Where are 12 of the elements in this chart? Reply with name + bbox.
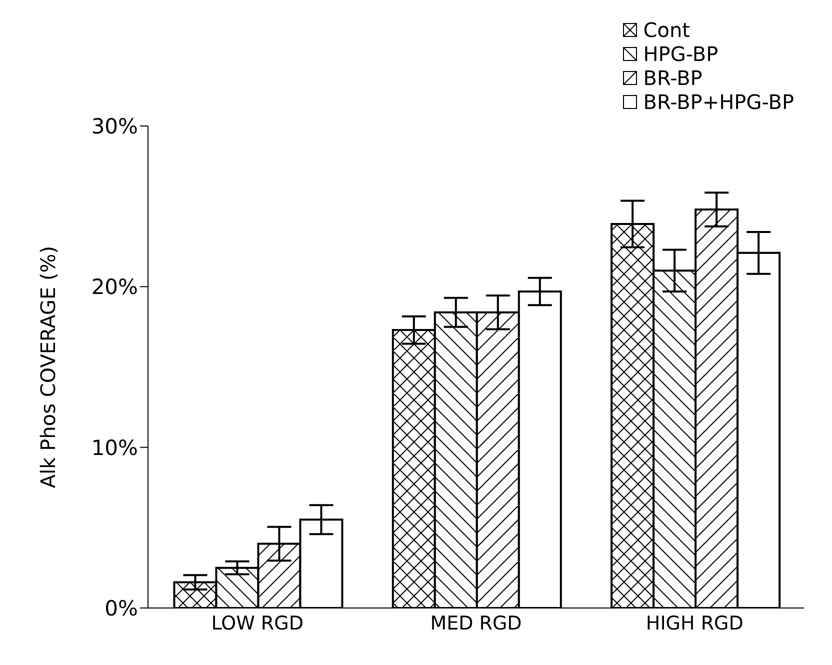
y-tick-label: 30%: [91, 114, 138, 138]
legend-label: BR-BP: [643, 66, 702, 90]
legend-label: Cont: [643, 18, 690, 42]
y-tick-label: 0%: [104, 596, 138, 620]
legend-label: BR-BP+HPG-BP: [643, 90, 794, 114]
y-tick-label: 10%: [91, 436, 138, 460]
y-axis-title: Alk Phos COVERAGE (%): [36, 246, 60, 488]
y-tick-label: 20%: [91, 275, 138, 300]
x-tick-label: HIGH RGD: [646, 612, 744, 634]
legend-label: HPG-BP: [643, 42, 718, 66]
x-tick-label: MED RGD: [430, 612, 522, 634]
x-tick-label: LOW RGD: [211, 612, 304, 634]
